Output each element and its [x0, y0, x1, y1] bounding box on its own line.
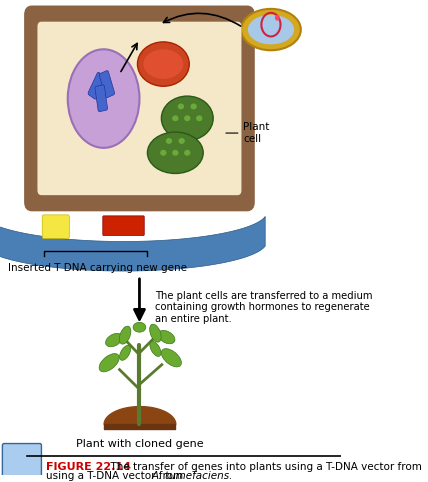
FancyBboxPatch shape	[26, 7, 253, 210]
Ellipse shape	[161, 348, 181, 367]
Ellipse shape	[119, 346, 131, 361]
PathPatch shape	[0, 216, 265, 271]
Ellipse shape	[158, 330, 175, 344]
Text: Inserted T DNA carrying new gene: Inserted T DNA carrying new gene	[8, 263, 187, 273]
Text: using a T-DNA vector from: using a T-DNA vector from	[46, 471, 187, 481]
FancyBboxPatch shape	[88, 72, 106, 99]
FancyBboxPatch shape	[42, 215, 69, 239]
Circle shape	[275, 15, 280, 21]
Ellipse shape	[160, 150, 166, 156]
Ellipse shape	[133, 322, 146, 332]
FancyBboxPatch shape	[3, 443, 42, 477]
Text: The plant cells are transferred to a medium
containing growth hormones to regene: The plant cells are transferred to a med…	[155, 291, 373, 324]
Ellipse shape	[150, 341, 161, 356]
FancyBboxPatch shape	[99, 70, 115, 98]
Ellipse shape	[106, 334, 122, 347]
Ellipse shape	[99, 354, 119, 372]
Ellipse shape	[172, 115, 178, 121]
Ellipse shape	[178, 104, 184, 109]
Ellipse shape	[68, 49, 140, 148]
Ellipse shape	[147, 132, 203, 174]
Ellipse shape	[196, 115, 202, 121]
Text: A. tumefaciens.: A. tumefaciens.	[152, 471, 233, 481]
Ellipse shape	[143, 49, 183, 79]
FancyBboxPatch shape	[103, 216, 144, 236]
Ellipse shape	[137, 42, 189, 86]
FancyBboxPatch shape	[95, 85, 107, 112]
Ellipse shape	[172, 150, 178, 156]
FancyBboxPatch shape	[38, 22, 241, 195]
Text: Plant with cloned gene: Plant with cloned gene	[76, 439, 203, 449]
Text: The transfer of genes into plants using a T-DNA vector from: The transfer of genes into plants using …	[104, 462, 422, 472]
Ellipse shape	[248, 15, 294, 44]
Ellipse shape	[190, 104, 197, 109]
Ellipse shape	[119, 326, 131, 344]
Ellipse shape	[150, 324, 161, 342]
Ellipse shape	[166, 138, 172, 144]
Ellipse shape	[184, 115, 190, 121]
Ellipse shape	[161, 96, 213, 140]
Ellipse shape	[184, 150, 190, 156]
Ellipse shape	[178, 138, 185, 144]
Text: Plant
cell: Plant cell	[243, 122, 270, 144]
Text: FIGURE 22.14: FIGURE 22.14	[46, 462, 131, 472]
Ellipse shape	[241, 9, 301, 50]
